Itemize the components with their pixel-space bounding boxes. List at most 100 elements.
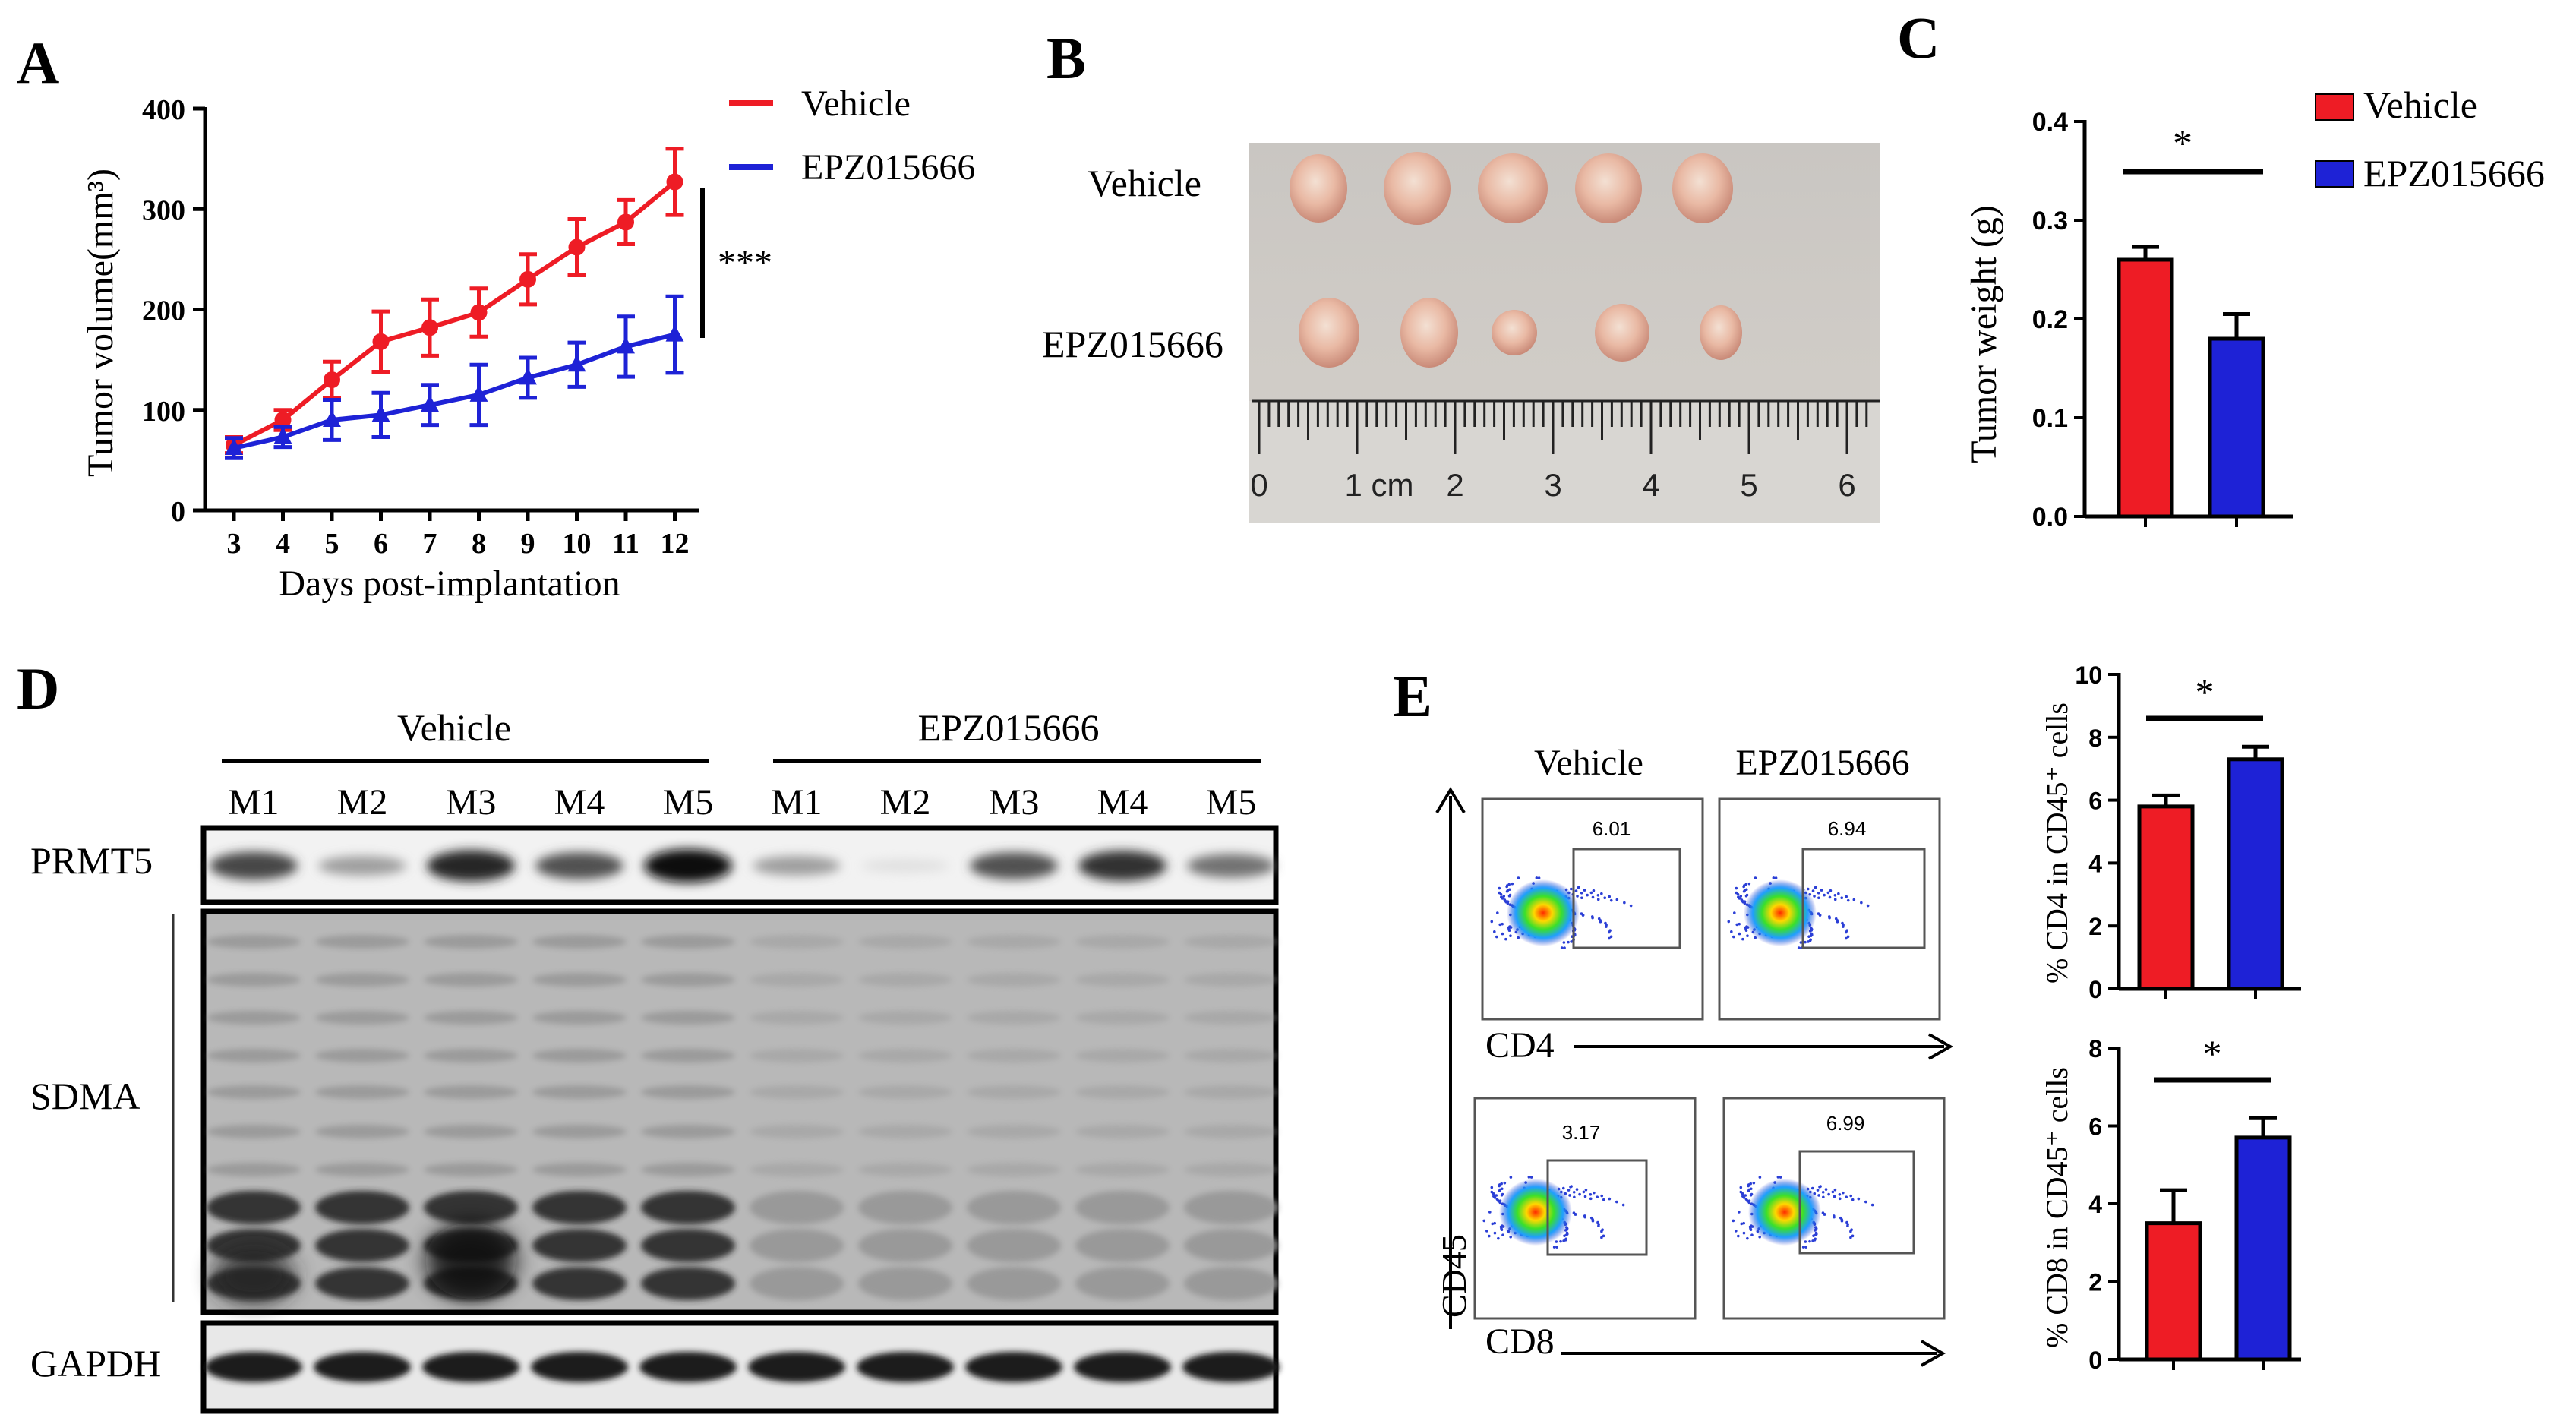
flow-event (1747, 1189, 1750, 1192)
flow-event (1488, 1234, 1491, 1238)
flow-event (1600, 892, 1603, 895)
flow-event (1593, 1191, 1596, 1195)
flow-event (1733, 911, 1736, 914)
flow-event (1600, 1194, 1604, 1198)
flow-event (1809, 938, 1812, 942)
flow-event (1808, 1239, 1811, 1243)
flow-cd4-epz: 6.94 (1718, 797, 1941, 1021)
lane-label: M4 (1097, 782, 1148, 823)
flow-event (1824, 1188, 1828, 1191)
flow-event (1846, 935, 1850, 939)
sdma-band (532, 1163, 627, 1176)
flow-event (1754, 876, 1757, 879)
sdma-band (207, 1125, 301, 1138)
flow-density (1507, 879, 1580, 946)
sdma-band (207, 1191, 301, 1224)
flow-event (1602, 1198, 1605, 1201)
flow-event (1493, 1196, 1497, 1199)
flow-event (1552, 1246, 1556, 1249)
gapdh-band (1074, 1352, 1171, 1382)
flow-event (1559, 1239, 1562, 1243)
sdma-band (750, 1267, 844, 1300)
panel-e-top-ylabel: % CD4 in CD45⁺ cells (2040, 703, 2074, 984)
flow-event (1609, 935, 1613, 939)
tumor-epz (1700, 305, 1742, 360)
flow-event (1589, 891, 1593, 895)
flow-event (1820, 889, 1823, 892)
flow-event (1482, 1219, 1486, 1223)
x-tick-label: 5 (325, 528, 339, 560)
flow-event (1826, 891, 1830, 895)
sdma-band (424, 973, 518, 987)
sdma-band (641, 1163, 735, 1176)
flow-event (1589, 1192, 1593, 1196)
sdma-band (315, 1049, 409, 1062)
gapdh-band (531, 1352, 628, 1382)
flow-event (1567, 1189, 1571, 1192)
sdma-band (424, 1125, 518, 1138)
gapdh-band (422, 1352, 519, 1382)
flow-event (1851, 1198, 1855, 1201)
flow-event (1732, 935, 1735, 939)
y-tick-label: 100 (142, 396, 185, 428)
y-tick-label: 4 (2088, 1191, 2102, 1218)
sdma-band (1075, 1163, 1170, 1176)
sdma-band (315, 973, 409, 987)
sdma-band (967, 1267, 1061, 1300)
data-point (567, 355, 586, 372)
sdma-band (207, 1163, 301, 1176)
cd45-axis-label: CD45 (1435, 1234, 1473, 1318)
sdma-band (532, 1229, 627, 1262)
flow-event (1779, 1176, 1782, 1179)
sdma-band (641, 1085, 735, 1099)
flow-event (1747, 1184, 1750, 1188)
flow-event (1572, 1211, 1576, 1214)
flow-event (1810, 932, 1814, 936)
flow-col-vehicle: Vehicle (1534, 743, 1643, 783)
sdma-band (207, 973, 301, 987)
y-tick-label: 0.1 (2032, 404, 2068, 433)
gapdh-band (205, 1352, 302, 1382)
sdma-band (641, 1125, 735, 1138)
bar-epz (2234, 1135, 2292, 1362)
sdma-band (858, 973, 952, 987)
flow-event (1732, 1219, 1735, 1223)
prmt5-band (427, 850, 515, 882)
flow-event (1845, 1195, 1848, 1198)
flow-event (1580, 896, 1583, 900)
flow-event (1560, 946, 1564, 949)
ruler-label: 4 (1642, 467, 1659, 503)
flow-event (1608, 936, 1611, 940)
panel-label-e: E (1393, 663, 1433, 729)
sdma-band (967, 1085, 1061, 1099)
flow-event (1740, 1222, 1744, 1226)
ruler-label: 2 (1446, 467, 1463, 503)
data-point (421, 395, 439, 412)
sdma-band (858, 1125, 952, 1138)
flow-event (1852, 898, 1856, 901)
ruler (1249, 401, 1880, 523)
flow-event (1727, 920, 1731, 924)
flow-event (1577, 886, 1580, 889)
flow-event (1742, 1196, 1746, 1199)
x-tick-label: 4 (276, 528, 290, 560)
flow-event (1772, 876, 1776, 879)
sdma-band (1184, 1229, 1278, 1262)
flow-event (1850, 1228, 1853, 1232)
flow-event (1833, 898, 1837, 901)
flow-event (1509, 1176, 1513, 1179)
flow-event (1822, 1195, 1825, 1199)
y-tick-label: 0.4 (2032, 108, 2068, 137)
flow-gate-percent: 6.99 (1826, 1112, 1865, 1135)
flow-event (1609, 898, 1613, 902)
panel-label-a: A (17, 30, 60, 96)
flow-event (1838, 1197, 1842, 1201)
bar-epz (2208, 336, 2265, 519)
flow-event (1589, 1197, 1593, 1201)
flow-event (1816, 1189, 1820, 1192)
flow-event (1589, 1216, 1593, 1220)
sdma-band (750, 1011, 844, 1025)
y-tick-label: 8 (2088, 1035, 2102, 1062)
tumor-vehicle (1290, 154, 1347, 223)
sdma-band (1075, 1125, 1170, 1138)
